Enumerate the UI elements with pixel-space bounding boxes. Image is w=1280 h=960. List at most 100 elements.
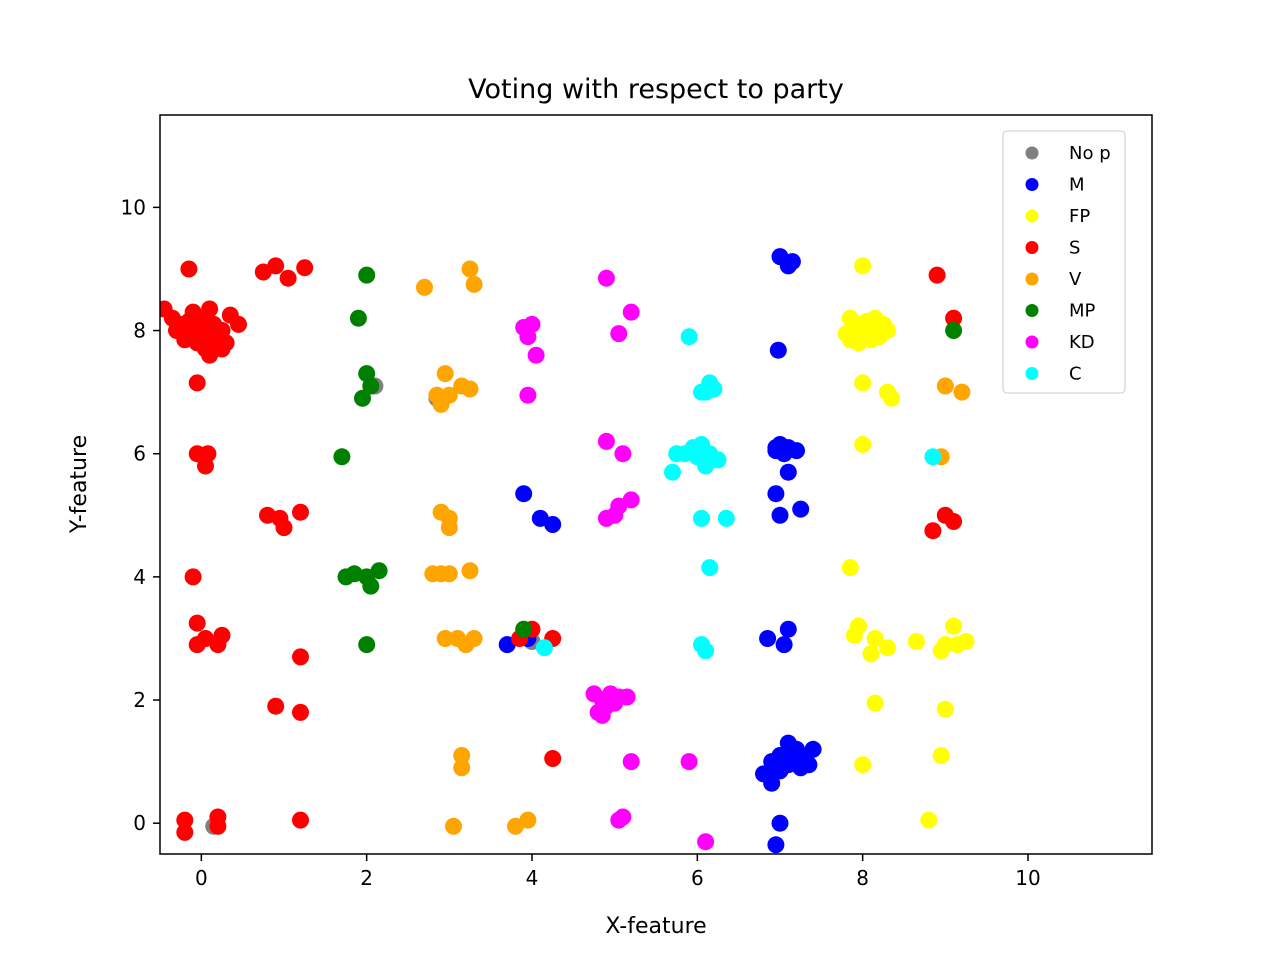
data-point-s bbox=[544, 750, 562, 767]
data-point-s bbox=[230, 315, 247, 333]
data-point-kd bbox=[597, 269, 615, 287]
data-point-c bbox=[924, 448, 942, 466]
legend-marker-mp bbox=[1025, 304, 1039, 317]
data-point-kd bbox=[519, 386, 537, 404]
data-point-mp bbox=[370, 562, 388, 580]
data-point-m bbox=[769, 341, 787, 359]
legend-marker-kd bbox=[1025, 335, 1039, 349]
data-point-v bbox=[453, 747, 471, 764]
legend-label-mp: MP bbox=[1069, 301, 1096, 322]
legend: No p M FP SV MP KD C bbox=[1002, 130, 1126, 394]
legend-label-c: C bbox=[1069, 364, 1082, 385]
data-point-c bbox=[701, 559, 719, 577]
data-point-s bbox=[267, 257, 285, 275]
data-point-c bbox=[697, 642, 715, 660]
data-point-v bbox=[461, 260, 479, 278]
x-axis: 0 2 4 6 8 10 bbox=[195, 854, 1041, 890]
data-point-c bbox=[535, 639, 553, 657]
data-point-s bbox=[292, 648, 309, 666]
y-axis-label: Y-feature bbox=[67, 435, 92, 534]
data-point-fp bbox=[854, 436, 872, 453]
data-point-m bbox=[515, 485, 533, 503]
data-point-m bbox=[779, 620, 797, 638]
data-point-kd bbox=[519, 328, 537, 346]
data-point-m bbox=[763, 774, 781, 792]
data-point-kd bbox=[614, 808, 632, 826]
data-point-fp bbox=[936, 636, 954, 654]
data-point-mp bbox=[515, 620, 533, 638]
data-point-s bbox=[928, 266, 946, 284]
data-point-v bbox=[416, 278, 433, 296]
data-point-s bbox=[296, 259, 314, 277]
data-point-mp bbox=[354, 389, 371, 407]
data-point-mp bbox=[362, 377, 380, 395]
data-point-fp bbox=[870, 325, 888, 343]
data-point-mp bbox=[333, 448, 351, 466]
data-point-c bbox=[680, 328, 698, 346]
data-point-kd bbox=[597, 432, 615, 450]
data-point-fp bbox=[945, 617, 963, 635]
data-point-c bbox=[676, 445, 694, 463]
data-point-m bbox=[767, 836, 785, 854]
data-point-v bbox=[436, 365, 454, 383]
data-point-v bbox=[436, 630, 454, 647]
legend-label-fp: FP bbox=[1069, 206, 1090, 227]
data-point-s bbox=[945, 513, 963, 530]
x-axis-label: X-feature bbox=[605, 914, 706, 939]
data-point-s bbox=[205, 334, 223, 352]
data-point-v bbox=[440, 565, 458, 583]
data-point-s bbox=[213, 626, 231, 644]
data-point-m bbox=[783, 253, 801, 271]
data-point-m bbox=[759, 630, 777, 647]
data-point-fp bbox=[920, 811, 938, 829]
x-tick-label: 6 bbox=[691, 866, 704, 890]
data-point-fp bbox=[845, 626, 863, 644]
data-point-kd bbox=[527, 346, 545, 364]
data-point-s bbox=[924, 522, 942, 540]
data-point-v bbox=[445, 817, 462, 835]
data-point-c bbox=[664, 463, 681, 481]
y-tick-label: 6 bbox=[133, 442, 146, 466]
data-point-fp bbox=[907, 633, 925, 650]
data-point-s bbox=[275, 519, 293, 537]
data-point-kd bbox=[680, 753, 698, 771]
legend-marker-m bbox=[1025, 178, 1039, 191]
legend-marker-c bbox=[1025, 367, 1039, 380]
data-point-m bbox=[788, 442, 805, 460]
data-point-s bbox=[188, 636, 206, 654]
y-tick-label: 8 bbox=[133, 319, 146, 343]
legend-box bbox=[1002, 130, 1126, 394]
data-point-fp bbox=[854, 374, 872, 392]
data-point-s bbox=[267, 697, 285, 715]
legend-marker-no-p bbox=[1025, 146, 1039, 160]
data-point-v bbox=[465, 275, 483, 293]
x-tick-label: 10 bbox=[1015, 866, 1040, 890]
data-point-fp bbox=[932, 747, 950, 764]
legend-label-m: M bbox=[1069, 175, 1085, 196]
data-point-fp bbox=[862, 645, 880, 663]
legend-label-v: V bbox=[1069, 269, 1082, 290]
data-point-mp bbox=[945, 322, 963, 339]
data-point-m bbox=[804, 740, 822, 758]
data-point-mp bbox=[358, 266, 376, 284]
data-point-fp bbox=[841, 559, 859, 577]
data-point-fp bbox=[854, 756, 872, 774]
data-point-m bbox=[544, 516, 562, 533]
legend-label-kd: KD bbox=[1069, 332, 1095, 353]
data-point-fp bbox=[854, 328, 872, 346]
data-point-m bbox=[767, 485, 785, 503]
data-point-v bbox=[453, 759, 471, 777]
data-point-c bbox=[693, 509, 710, 527]
y-tick-label: 10 bbox=[121, 195, 146, 219]
data-point-s bbox=[292, 811, 309, 829]
data-point-v bbox=[519, 811, 537, 829]
x-tick-label: 8 bbox=[856, 866, 869, 890]
data-point-kd bbox=[614, 445, 632, 463]
plot-frame bbox=[159, 114, 1153, 855]
data-point-v bbox=[461, 562, 479, 580]
data-point-kd bbox=[622, 303, 640, 321]
data-point-m bbox=[767, 442, 785, 460]
y-axis: 0 2 4 6 8 10 bbox=[121, 195, 160, 835]
data-point-mp bbox=[358, 636, 376, 654]
